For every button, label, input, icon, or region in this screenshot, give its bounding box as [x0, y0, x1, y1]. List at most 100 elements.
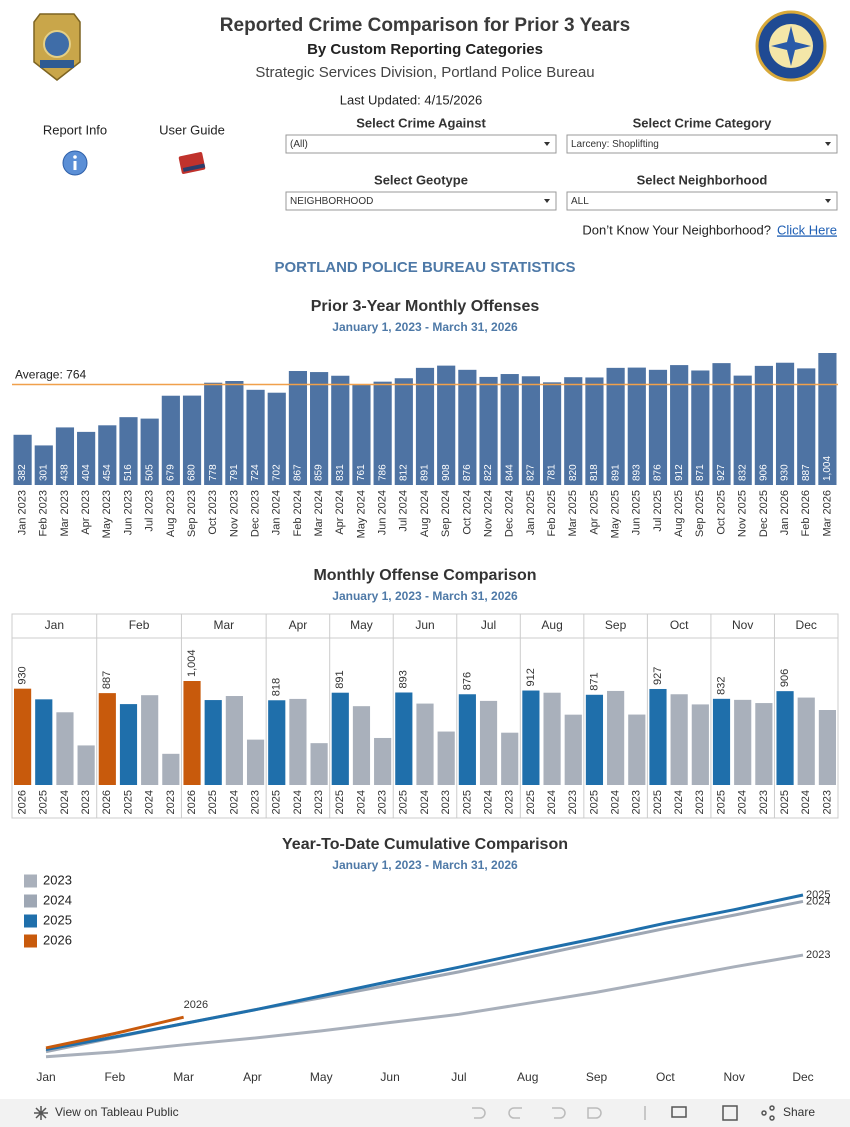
bar	[458, 694, 476, 785]
filter-value[interactable]: NEIGHBORHOOD	[290, 196, 373, 207]
filter-dropdown[interactable]	[566, 191, 838, 211]
bar	[479, 376, 498, 485]
bar	[775, 362, 795, 485]
x-tick-label: 2023	[504, 790, 516, 814]
bar	[648, 369, 668, 485]
bar-value-label: 1,004	[186, 649, 198, 677]
x-tick-label: 2025	[271, 790, 283, 814]
x-tick-label: Jul 2023	[144, 490, 156, 532]
view-on-tableau[interactable]: View on Tableau Public	[55, 1105, 179, 1119]
bar-value-label: 927	[652, 667, 664, 685]
x-tick-label: 2024	[59, 790, 71, 814]
bar	[162, 753, 180, 785]
x-tick-label: 2023	[249, 790, 261, 814]
bar-value-label: 820	[568, 464, 579, 481]
x-tick-label: 2023	[440, 790, 452, 814]
x-tick-label: Feb 2025	[546, 490, 558, 536]
bar	[352, 384, 371, 485]
bar	[543, 692, 561, 785]
dropdown-arrow	[544, 142, 550, 146]
x-tick-label: 2023	[165, 790, 177, 814]
bar-value-label: 876	[461, 672, 473, 690]
panel-header: Apr	[289, 618, 308, 632]
x-tick-label: 2023	[821, 790, 833, 814]
x-tick-label: 2026	[101, 790, 113, 814]
x-tick-label: 2026	[16, 790, 28, 814]
bar	[522, 690, 540, 785]
report-info-button[interactable]: Report Info	[43, 122, 107, 176]
chart-title: Year-To-Date Cumulative Comparison	[282, 836, 568, 853]
dropdown-arrow	[544, 199, 550, 203]
filter-value[interactable]: (All)	[290, 139, 308, 150]
legend-swatch	[24, 894, 37, 908]
x-tick-label: Aug 2025	[673, 490, 685, 537]
bar	[289, 698, 307, 785]
filter-dropdown[interactable]	[285, 191, 557, 211]
x-tick-label: 2026	[186, 790, 198, 814]
bar	[542, 382, 562, 485]
chart-title: Monthly Offense Comparison	[313, 567, 536, 584]
x-tick-label: Sep	[586, 1070, 608, 1084]
legend-swatch	[24, 914, 37, 928]
x-tick-label: Nov 2025	[737, 490, 749, 537]
x-tick-label: Mar	[173, 1070, 194, 1084]
line	[45, 953, 804, 1059]
bar	[225, 381, 244, 485]
panel-header: May	[350, 618, 373, 632]
neighborhood-help: Don’t Know Your Neighborhood?	[582, 222, 771, 237]
share-button[interactable]: Share	[783, 1105, 815, 1119]
bar	[437, 365, 456, 485]
bar	[416, 703, 434, 785]
tableau-public-link[interactable]: View on Tableau Public	[34, 1105, 179, 1120]
bar-value-label: 844	[504, 464, 515, 481]
filter-value[interactable]: ALL	[571, 196, 589, 207]
line-end-label: 2023	[806, 949, 830, 961]
x-tick-label: 2025	[525, 790, 537, 814]
bar	[288, 371, 308, 485]
filter-label: Select Crime Category	[633, 115, 772, 130]
x-tick-label: 2025	[207, 790, 219, 814]
bar	[182, 395, 202, 485]
bar	[797, 697, 815, 785]
bar-value-label: 818	[271, 678, 283, 696]
bar-value-label: 908	[441, 464, 452, 481]
x-tick-label: 2025	[715, 790, 727, 814]
filter-dropdown[interactable]	[566, 134, 838, 154]
filter-label: Select Crime Against	[356, 115, 486, 130]
x-tick-label: Jan 2025	[525, 490, 537, 535]
filter-label: Select Neighborhood	[637, 172, 768, 187]
panel-header: Mar	[213, 618, 234, 632]
bar-value-label: 832	[737, 464, 748, 481]
x-tick-label: 2024	[546, 790, 558, 814]
x-tick-label: Sep 2024	[440, 490, 452, 537]
bar-value-label: 876	[653, 464, 664, 481]
x-tick-label: 2025	[334, 790, 346, 814]
bar-value-label: 438	[60, 464, 71, 481]
filter-dropdown[interactable]	[285, 134, 557, 154]
bar	[818, 710, 836, 785]
toolbar-actions[interactable]	[671, 1105, 775, 1121]
bar	[55, 427, 75, 485]
bar	[564, 714, 582, 785]
bar	[500, 374, 519, 485]
x-tick-label: Mar 2025	[567, 490, 579, 536]
x-tick-label: Feb 2023	[38, 490, 50, 536]
click-here-link[interactable]: Click Here	[777, 222, 837, 237]
filter-value[interactable]: Larceny: Shoplifting	[571, 139, 659, 150]
panel-header: Oct	[670, 618, 689, 632]
report-info-label[interactable]: Report Info	[43, 122, 107, 137]
bar-value-label: 891	[610, 464, 621, 481]
bar-value-label: 812	[398, 464, 409, 481]
bar	[204, 382, 223, 485]
x-tick-label: Mar 2024	[313, 490, 325, 536]
bar	[34, 445, 53, 485]
bar-value-label: 822	[483, 464, 494, 481]
user-guide-button[interactable]: User Guide	[159, 122, 225, 174]
dropdown-arrow	[825, 199, 831, 203]
user-guide-label[interactable]: User Guide	[159, 122, 225, 137]
x-tick-label: Jun 2024	[377, 490, 389, 535]
bar	[670, 694, 688, 785]
panel-header: Jun	[415, 618, 434, 632]
line	[45, 893, 804, 1052]
bar	[310, 372, 329, 485]
